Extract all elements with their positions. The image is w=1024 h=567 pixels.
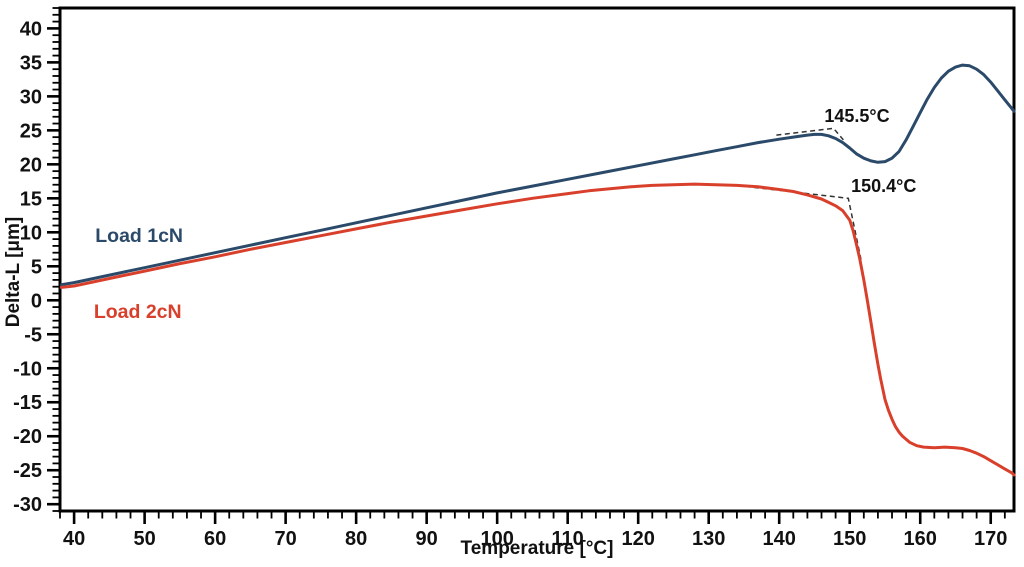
series-label-load-2cn: Load 2cN xyxy=(94,301,182,323)
y-tick-label: 10 xyxy=(20,222,42,244)
y-tick-label: 40 xyxy=(20,18,42,40)
annotation-label: 145.5°C xyxy=(824,106,889,126)
y-tick-label: 35 xyxy=(20,52,42,74)
y-tick-label: 25 xyxy=(20,120,42,142)
x-tick-label: 90 xyxy=(416,528,438,550)
x-tick-label: 110 xyxy=(552,528,584,550)
y-tick-label: 0 xyxy=(31,290,42,312)
y-tick-label: -30 xyxy=(13,494,42,516)
annotation-tangent-lines xyxy=(776,127,844,141)
y-axis-title: Delta-L [μm] xyxy=(3,216,24,328)
y-tick-label: -10 xyxy=(13,358,42,380)
series-line-load-1cn xyxy=(59,63,1016,287)
x-tick-label: 40 xyxy=(63,528,85,550)
y-tick-label: 5 xyxy=(31,256,42,278)
series-label-load-1cn: Load 1cN xyxy=(95,225,183,247)
y-tick-label: 20 xyxy=(20,154,42,176)
x-axis-title: Temperature [°C] xyxy=(460,538,614,559)
y-tick-label: -25 xyxy=(13,460,42,482)
y-tick-label: -15 xyxy=(13,392,42,414)
x-tick-label: 100 xyxy=(480,528,513,550)
x-tick-label: 120 xyxy=(621,528,654,550)
y-tick-label: -5 xyxy=(24,324,42,346)
x-tick-label: 160 xyxy=(904,528,937,550)
annotation-tangent-lines xyxy=(736,184,862,260)
x-tick-label: 170 xyxy=(974,528,1007,550)
x-tick-label: 70 xyxy=(275,528,297,550)
x-tick-label: 60 xyxy=(204,528,226,550)
plot-frame xyxy=(58,6,1016,513)
series-line-load-2cn xyxy=(59,182,1016,477)
axes-tick-labels: 40 50 60 70 80 90 100 110 120 130 140 150 160 170-30-… xyxy=(13,18,1007,550)
annotation-label: 150.4°C xyxy=(851,176,916,196)
y-tick-label: 15 xyxy=(20,188,42,210)
x-tick-label: 80 xyxy=(345,528,367,550)
x-tick-label: 150 xyxy=(833,528,866,550)
y-tick-label: 30 xyxy=(20,86,42,108)
x-tick-label: 50 xyxy=(133,528,155,550)
y-tick-label: -20 xyxy=(13,426,42,448)
annotation-1455: 145.5°C xyxy=(776,106,890,141)
x-tick-label: 140 xyxy=(763,528,796,550)
x-tick-label: 130 xyxy=(692,528,725,550)
